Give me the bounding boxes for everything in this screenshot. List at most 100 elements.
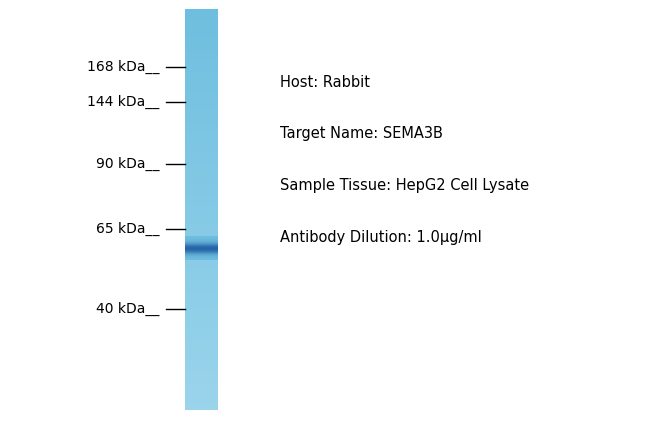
Bar	[185, 106, 218, 108]
Bar	[185, 246, 218, 247]
Bar	[185, 111, 218, 112]
Bar	[185, 247, 218, 248]
Bar	[185, 196, 218, 197]
Bar	[185, 224, 218, 226]
Bar	[185, 184, 218, 185]
Bar	[185, 26, 218, 27]
Bar	[185, 343, 218, 345]
Bar	[185, 227, 218, 228]
Bar	[185, 161, 218, 163]
Bar	[185, 78, 218, 79]
Bar	[185, 120, 218, 121]
Bar	[185, 258, 218, 259]
Bar	[185, 306, 218, 307]
Bar	[185, 203, 218, 204]
Bar	[185, 407, 218, 408]
Bar	[185, 393, 218, 394]
Bar	[185, 160, 218, 161]
Bar	[185, 226, 218, 227]
Bar	[185, 292, 218, 294]
Bar	[185, 189, 218, 191]
Bar	[185, 365, 218, 366]
Bar	[185, 102, 218, 104]
Bar	[185, 208, 218, 210]
Bar	[185, 321, 218, 322]
Bar	[185, 373, 218, 374]
Bar	[185, 392, 218, 393]
Bar	[185, 389, 218, 391]
Bar	[185, 197, 218, 199]
Bar	[185, 307, 218, 308]
Bar	[185, 353, 218, 354]
Bar	[185, 88, 218, 89]
Bar	[185, 220, 218, 222]
Bar	[185, 105, 218, 106]
Bar	[185, 400, 218, 401]
Bar	[185, 124, 218, 125]
Bar	[185, 55, 218, 57]
Bar	[185, 93, 218, 94]
Bar	[185, 390, 218, 392]
Bar	[185, 252, 218, 254]
Bar	[185, 206, 218, 207]
Bar	[185, 278, 218, 279]
Bar	[185, 108, 218, 109]
Bar	[185, 132, 218, 133]
Text: 90 kDa__: 90 kDa__	[96, 157, 159, 171]
Bar	[185, 235, 218, 236]
Bar	[185, 38, 218, 39]
Bar	[185, 280, 218, 282]
Bar	[185, 101, 218, 102]
Bar	[185, 116, 218, 117]
Bar	[185, 380, 218, 381]
Bar	[185, 35, 218, 37]
Bar	[185, 267, 218, 268]
Bar	[185, 372, 218, 373]
Bar	[185, 218, 218, 219]
Bar	[185, 313, 218, 314]
Bar	[185, 18, 218, 19]
Bar	[185, 323, 218, 325]
Bar	[185, 127, 218, 128]
Bar	[185, 14, 218, 16]
Bar	[185, 230, 218, 231]
Bar	[185, 291, 218, 292]
Bar	[185, 156, 218, 157]
Bar	[185, 27, 218, 29]
Bar	[185, 22, 218, 23]
Bar	[185, 248, 218, 250]
Bar	[185, 264, 218, 266]
Bar	[185, 195, 218, 196]
Bar	[185, 213, 218, 215]
Bar	[185, 15, 218, 17]
Bar	[185, 130, 218, 132]
Bar	[185, 49, 218, 50]
Text: Host: Rabbit: Host: Rabbit	[280, 75, 369, 89]
Bar	[185, 255, 218, 256]
Bar	[185, 123, 218, 124]
Bar	[185, 67, 218, 69]
Bar	[185, 145, 218, 146]
Bar	[185, 133, 218, 134]
Bar	[185, 72, 218, 73]
Bar	[185, 157, 218, 159]
Bar	[185, 243, 218, 245]
Bar	[185, 234, 218, 235]
Bar	[185, 141, 218, 143]
Bar	[185, 192, 218, 194]
Bar	[185, 238, 218, 239]
Bar	[185, 329, 218, 330]
Bar	[185, 70, 218, 72]
Bar	[185, 408, 218, 409]
Bar	[185, 64, 218, 65]
Bar	[185, 176, 218, 178]
Text: Sample Tissue: HepG2 Cell Lysate: Sample Tissue: HepG2 Cell Lysate	[280, 178, 528, 193]
Bar	[185, 153, 218, 155]
Bar	[185, 219, 218, 220]
Bar	[185, 58, 218, 60]
Bar	[185, 397, 218, 398]
Bar	[185, 385, 218, 386]
Bar	[185, 89, 218, 90]
Bar	[185, 357, 218, 358]
Bar	[185, 10, 218, 11]
